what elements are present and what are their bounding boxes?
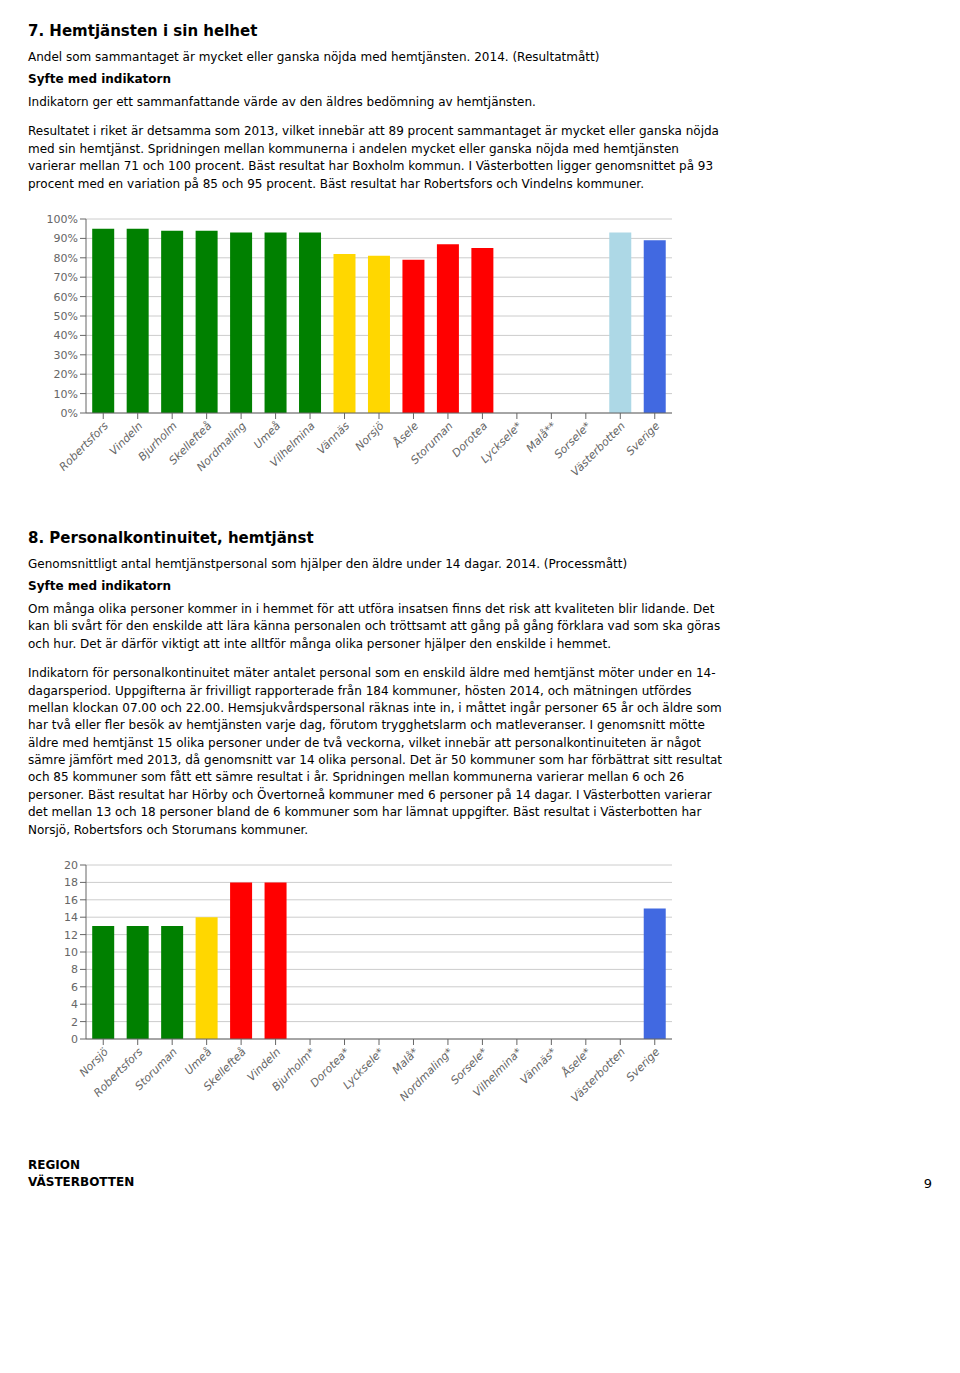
svg-text:Norsjö: Norsjö	[76, 1045, 111, 1080]
svg-text:Lycksele*: Lycksele*	[478, 419, 525, 466]
svg-text:Vindeln: Vindeln	[244, 1045, 284, 1084]
svg-text:Nordmaling*: Nordmaling*	[397, 1045, 456, 1104]
svg-text:Vilhelmina*: Vilhelmina*	[470, 1045, 524, 1099]
svg-text:Skellefteå: Skellefteå	[166, 419, 215, 468]
svg-text:2: 2	[71, 1016, 78, 1029]
svg-text:16: 16	[64, 894, 78, 907]
svg-text:Dorotea: Dorotea	[449, 419, 491, 460]
svg-text:Åsele: Åsele	[390, 419, 421, 450]
svg-text:Västerbotten: Västerbotten	[569, 1045, 628, 1104]
svg-text:10%: 10%	[54, 387, 78, 400]
svg-text:Lycksele*: Lycksele*	[340, 1045, 387, 1092]
svg-text:Storuman: Storuman	[408, 419, 455, 466]
svg-text:Bjurholm: Bjurholm	[135, 419, 180, 464]
html-text:Resultatet i riket är detsamma: Resultatet i riket är detsamma som 2013,…	[28, 124, 719, 191]
svg-text:Dorotea*: Dorotea*	[307, 1045, 353, 1090]
svg-text:Malå**: Malå**	[523, 419, 559, 455]
html-text:7. Hemtjänsten i sin helhet: 7. Hemtjänsten i sin helhet	[28, 22, 258, 40]
html-text:9: 9	[923, 1175, 932, 1191]
svg-text:20: 20	[64, 859, 78, 872]
svg-text:Vännäs: Vännäs	[315, 419, 353, 457]
svg-text:50%: 50%	[54, 310, 78, 323]
svg-text:Vilhelmina: Vilhelmina	[268, 419, 318, 469]
svg-text:70%: 70%	[54, 271, 78, 284]
svg-text:Nordmaling: Nordmaling	[194, 419, 248, 473]
svg-text:Umeå: Umeå	[251, 419, 283, 451]
html-text:Indikatorn ger ett sammanfatta: Indikatorn ger ett sammanfattande värde …	[28, 95, 536, 109]
svg-text:Åsele*: Åsele*	[559, 1045, 594, 1080]
svg-text:30%: 30%	[54, 349, 78, 362]
svg-text:Sverige: Sverige	[624, 419, 663, 458]
html-text:Indikatorn för personalkontinu: Indikatorn för personalkontinuitet mäter…	[28, 666, 722, 837]
svg-text:Sorsele*: Sorsele*	[448, 1045, 491, 1088]
svg-text:0: 0	[71, 1033, 78, 1046]
svg-text:Sorsele*: Sorsele*	[551, 419, 594, 462]
svg-text:Umeå: Umeå	[182, 1045, 214, 1077]
svg-text:40%: 40%	[54, 329, 78, 342]
html-text:REGION: REGION	[28, 1158, 80, 1172]
html-text:Syfte med indikatorn: Syfte med indikatorn	[28, 72, 171, 86]
svg-text:6: 6	[71, 981, 78, 994]
html-text:Om många olika personer kommer: Om många olika personer kommer in i hemm…	[28, 602, 721, 651]
html-text:Andel som sammantaget är mycke: Andel som sammantaget är mycket eller ga…	[28, 50, 600, 64]
svg-text:12: 12	[64, 929, 78, 942]
html-text:8. Personalkontinuitet, hemtjä: 8. Personalkontinuitet, hemtjänst	[28, 529, 314, 547]
svg-text:90%: 90%	[54, 232, 78, 245]
svg-text:0%: 0%	[61, 407, 78, 420]
html-text:Genomsnittligt antal hemtjänst: Genomsnittligt antal hemtjänstpersonal s…	[28, 557, 628, 571]
svg-text:10: 10	[64, 946, 78, 959]
svg-text:100%: 100%	[47, 213, 78, 226]
svg-text:Robertsfors: Robertsfors	[57, 419, 111, 473]
svg-text:Storuman: Storuman	[132, 1045, 179, 1092]
svg-text:18: 18	[64, 876, 78, 889]
svg-text:Skellefteå: Skellefteå	[201, 1045, 249, 1093]
svg-text:20%: 20%	[54, 368, 78, 381]
svg-text:14: 14	[64, 911, 78, 924]
svg-text:80%: 80%	[54, 252, 78, 265]
svg-text:Vännäs*: Vännäs*	[518, 1045, 560, 1087]
svg-text:60%: 60%	[54, 290, 78, 303]
svg-text:Bjurholm*: Bjurholm*	[270, 1045, 318, 1093]
svg-text:Norsjö: Norsjö	[353, 419, 387, 453]
html-text:VÄSTERBOTTEN: VÄSTERBOTTEN	[28, 1174, 135, 1189]
svg-text:Robertsfors: Robertsfors	[91, 1045, 145, 1099]
svg-text:Malå*: Malå*	[390, 1045, 422, 1077]
svg-text:8: 8	[71, 963, 78, 976]
svg-text:Sverige: Sverige	[624, 1045, 663, 1084]
svg-text:4: 4	[71, 998, 78, 1011]
svg-text:Vindeln: Vindeln	[106, 419, 146, 458]
svg-text:Västerbotten: Västerbotten	[569, 419, 628, 478]
html-text:Syfte med indikatorn: Syfte med indikatorn	[28, 579, 171, 593]
